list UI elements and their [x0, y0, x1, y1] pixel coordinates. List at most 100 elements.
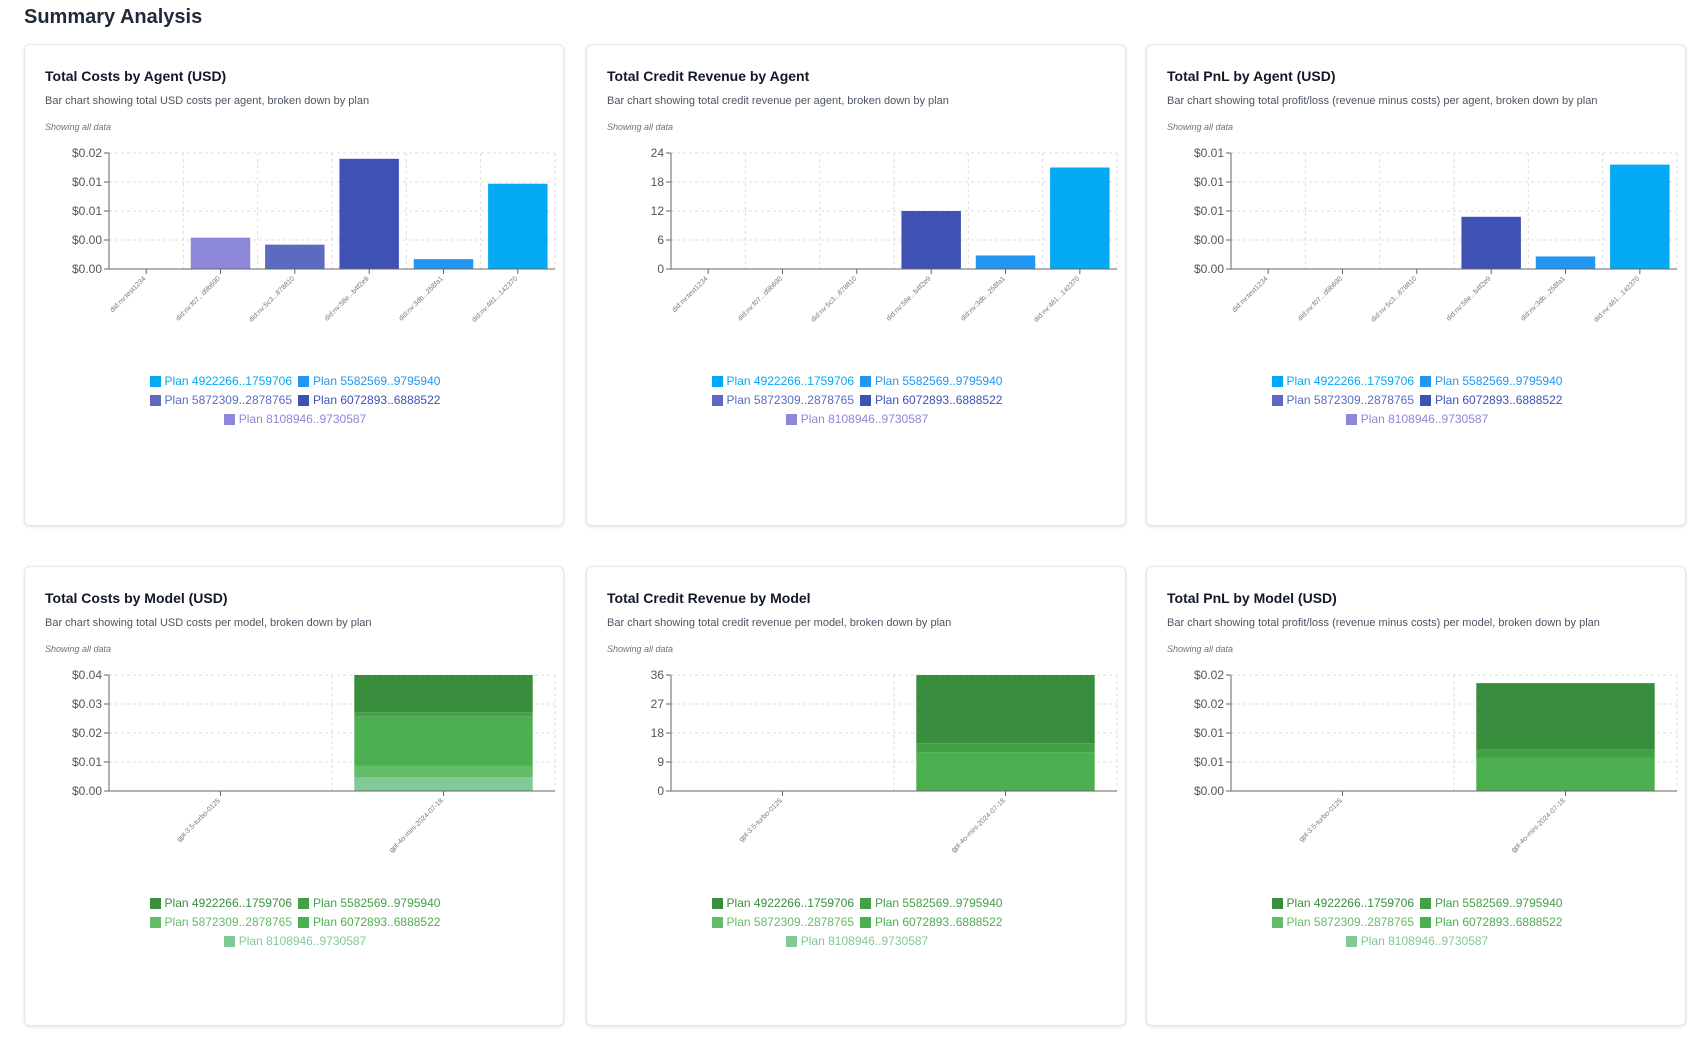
y-tick-label: 6 [657, 233, 664, 247]
bar[interactable] [354, 777, 533, 791]
legend-item[interactable]: Plan 5582569..9795940 [860, 895, 1002, 912]
bar[interactable] [1476, 749, 1655, 758]
legend-swatch [298, 376, 309, 387]
card-title: Total Costs by Model (USD) [45, 590, 228, 606]
pnl-by-agent-card: Total PnL by Agent (USD) Bar chart showi… [1146, 44, 1686, 526]
bar[interactable] [916, 743, 1095, 753]
legend-swatch [1345, 936, 1357, 947]
x-tick-label: did:nv:3db...258fa1 [960, 275, 1007, 322]
y-tick-label: $0.01 [1194, 755, 1224, 769]
legend-swatch [1345, 414, 1357, 425]
bar[interactable] [1476, 683, 1655, 750]
x-tick-label: did:nv:5c3...878810 [810, 275, 858, 323]
legend-item[interactable]: Plan 5872309..2878765 [1271, 914, 1414, 931]
bar[interactable] [488, 183, 548, 269]
legend-item[interactable]: Plan 8108946..9730587 [785, 933, 928, 950]
bar[interactable] [1535, 256, 1596, 269]
bar[interactable] [354, 765, 533, 778]
bar[interactable] [413, 259, 474, 269]
bar[interactable] [916, 675, 1095, 744]
legend-item[interactable]: Plan 4922266..1759706 [1271, 373, 1414, 390]
bar[interactable] [1050, 167, 1110, 270]
x-tick-label: did:nv:3db...258fa1 [1520, 275, 1567, 322]
legend-item[interactable]: Plan 6072893..6888522 [860, 392, 1002, 409]
x-tick-label: did:nv:481...142370 [1593, 275, 1642, 324]
x-tick-label: did:nv:f07...d9b690 [737, 275, 784, 322]
y-tick-label: 18 [651, 175, 665, 189]
legend-item[interactable]: Plan 5872309..2878765 [149, 392, 292, 409]
legend-item[interactable]: Plan 6072893..6888522 [860, 914, 1002, 931]
bar[interactable] [354, 712, 533, 717]
card-title: Total Costs by Agent (USD) [45, 68, 227, 84]
legend-item[interactable]: Plan 5872309..2878765 [711, 914, 854, 931]
legend-swatch [1420, 898, 1431, 909]
legend-label: Plan 6072893..6888522 [875, 393, 1003, 407]
legend-item[interactable]: Plan 5582569..9795940 [860, 373, 1002, 390]
legend-label: Plan 5582569..9795940 [313, 374, 441, 388]
y-tick-label: $0.02 [1194, 697, 1224, 711]
card-description: Bar chart showing total credit revenue p… [607, 95, 949, 107]
bar[interactable] [339, 158, 399, 269]
legend-item[interactable]: Plan 4922266..1759706 [1271, 895, 1414, 912]
bar[interactable] [901, 211, 961, 269]
legend-item[interactable]: Plan 8108946..9730587 [1345, 411, 1488, 428]
legend-item[interactable]: Plan 6072893..6888522 [298, 914, 440, 931]
y-tick-label: $0.02 [72, 726, 102, 740]
legend-item[interactable]: Plan 6072893..6888522 [298, 392, 440, 409]
y-tick-label: $0.04 [72, 668, 102, 682]
bar[interactable] [975, 255, 1036, 269]
legend-swatch [860, 917, 871, 928]
legend-item[interactable]: Plan 5582569..9795940 [1420, 373, 1562, 390]
grid [1230, 152, 1678, 270]
card-note: Showing all data [45, 122, 112, 132]
legend-swatch [1271, 917, 1283, 928]
legend-item[interactable]: Plan 5582569..9795940 [1420, 895, 1562, 912]
card-note: Showing all data [607, 644, 674, 654]
legend-swatch [149, 376, 161, 387]
legend-swatch [860, 898, 871, 909]
legend-item[interactable]: Plan 4922266..1759706 [711, 373, 854, 390]
y-tick-label: $0.00 [1194, 233, 1224, 247]
legend-swatch [298, 917, 309, 928]
legend-item[interactable]: Plan 8108946..9730587 [223, 933, 367, 950]
legend-item[interactable]: Plan 4922266..1759706 [149, 895, 292, 912]
legend-item[interactable]: Plan 6072893..6888522 [1420, 392, 1562, 409]
legend-item[interactable]: Plan 6072893..6888522 [1420, 914, 1562, 931]
legend-item[interactable]: Plan 5872309..2878765 [711, 392, 854, 409]
bar[interactable] [1476, 757, 1655, 791]
bar[interactable] [1461, 216, 1521, 269]
legend-item[interactable]: Plan 8108946..9730587 [223, 411, 366, 428]
bar[interactable] [354, 716, 533, 766]
legend-label: Plan 8108946..9730587 [1360, 934, 1489, 948]
x-tick-label: did:nv:test1234 [671, 275, 710, 314]
legend-item[interactable]: Plan 8108946..9730587 [1345, 933, 1489, 950]
bar[interactable] [916, 752, 1095, 791]
legend-item[interactable]: Plan 8108946..9730587 [785, 411, 928, 428]
legend-item[interactable]: Plan 4922266..1759706 [711, 895, 854, 912]
x-tick-label: did:nv:58e...b4f2e9 [886, 275, 933, 322]
costs-by-agent-card: Total Costs by Agent (USD) Bar chart sho… [24, 44, 564, 526]
bar[interactable] [1610, 164, 1670, 269]
legend-label: Plan 8108946..9730587 [238, 934, 367, 948]
costs-by-model-card: Total Costs by Model (USD) Bar chart sho… [24, 566, 564, 1026]
pnl-by-model-card: Total PnL by Model (USD) Bar chart showi… [1146, 566, 1686, 1026]
legend-item[interactable]: Plan 5582569..9795940 [298, 895, 440, 912]
legend-item[interactable]: Plan 5582569..9795940 [298, 373, 440, 390]
y-tick-label: $0.00 [1194, 784, 1224, 798]
bar[interactable] [190, 237, 251, 269]
chart-legend: Plan 4922266..1759706 Plan 5582569..97959… [25, 373, 565, 428]
y-tick-label: $0.00 [72, 784, 102, 798]
legend-item[interactable]: Plan 5872309..2878765 [1271, 392, 1414, 409]
y-tick-label: $0.01 [72, 755, 102, 769]
x-tick-label: gpt-4o-mini-2024-07-18 [950, 797, 1007, 854]
legend-item[interactable]: Plan 4922266..1759706 [149, 373, 292, 390]
legend-label: Plan 6072893..6888522 [313, 915, 441, 929]
y-tick-label: $0.02 [1194, 668, 1224, 682]
legend-item[interactable]: Plan 5872309..2878765 [149, 914, 292, 931]
bar[interactable] [354, 675, 533, 713]
card-description: Bar chart showing total credit revenue p… [607, 617, 952, 629]
legend-swatch [149, 395, 161, 406]
bar[interactable] [265, 244, 325, 269]
legend-label: Plan 6072893..6888522 [875, 915, 1003, 929]
legend-label: Plan 4922266..1759706 [1286, 374, 1414, 388]
